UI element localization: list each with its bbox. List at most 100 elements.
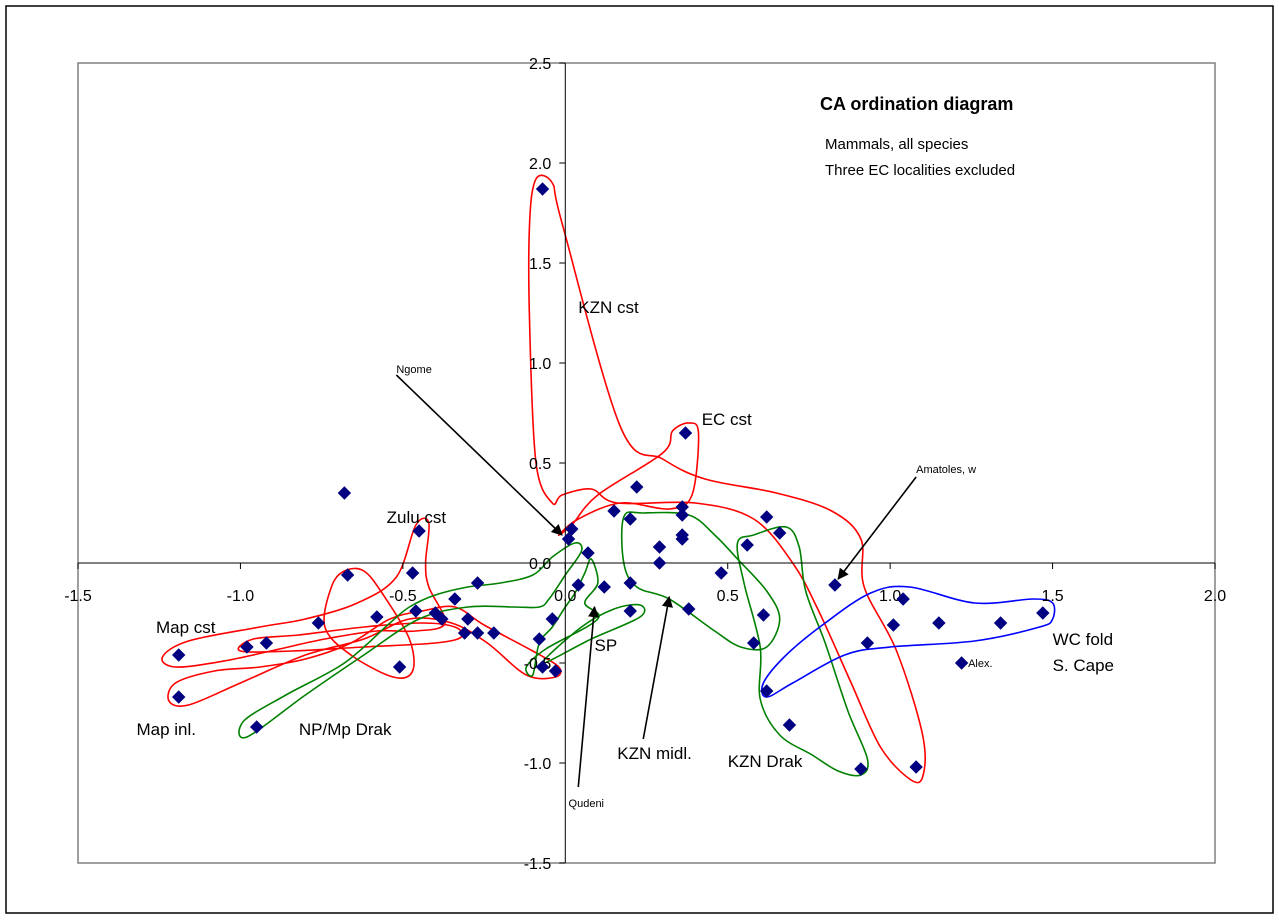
x-tick-label: -1.5 [64,588,92,605]
chart-title: CA ordination diagram [820,94,1013,114]
data-point [249,720,264,734]
data-point [428,606,443,620]
data-point [630,480,644,494]
data-point [457,626,472,640]
data-point [535,660,550,674]
data-point [714,566,728,580]
x-tick-label: -1.0 [227,588,255,605]
data-point [860,636,875,650]
data-point [405,566,420,580]
data-point [581,546,595,560]
group-hull-7 [525,558,600,677]
group-label: Zulu cst [387,508,447,527]
group-label: Map inl. [136,720,196,739]
group-label: WC fold [1053,630,1113,649]
data-point [782,718,797,732]
x-tick-label: 1.0 [879,588,901,605]
y-tick-label: 0.0 [529,556,551,573]
group-hull-11 [760,585,1056,698]
data-point [675,508,689,522]
data-point [171,690,186,704]
data-point [561,532,576,546]
data-point [597,580,611,594]
data-point [772,526,787,540]
annotation-label: Amatoles, w [916,464,976,476]
group-hull-2 [161,517,446,668]
group-hull-0 [527,174,926,784]
data-point [652,540,667,554]
data-point [409,604,423,618]
group-hull-5 [237,622,464,653]
annotation-arrow-1 [837,476,917,580]
group-label: KZN Drak [728,752,803,771]
data-point [896,592,910,606]
data-point [740,538,754,552]
data-point [932,616,946,630]
data-point [886,618,901,632]
data-point [1036,606,1050,620]
data-point [828,578,842,592]
y-tick-label: -1.0 [524,756,552,773]
data-point [675,532,689,546]
plot-area-border [77,62,1216,864]
y-tick-label: 0.5 [529,456,551,473]
x-tick-label: 2.0 [1204,588,1226,605]
data-point [993,616,1008,630]
data-point [487,626,501,640]
annotation-label: Ngome [396,364,431,376]
data-point [759,684,774,698]
x-tick-label: -0.5 [389,588,417,605]
group-hull-1 [557,422,700,536]
data-point [623,576,637,590]
y-tick-label: 2.5 [529,56,551,73]
group-hull-10 [736,525,869,777]
data-point [746,636,761,650]
y-tick-label: 2.0 [529,156,551,173]
data-point [470,626,485,640]
data-point [461,612,475,626]
data-point [909,760,923,774]
data-point [623,604,637,618]
data-point [448,592,462,606]
group-label: Map cst [156,618,216,637]
data-point [240,640,254,654]
data-point [535,182,550,196]
group-hull-4 [323,567,415,679]
axes: -1.5 -1.0 -0.5 0.0 0.5 1.0 1.5 2.0 -1.5 -1.0 -0.5 0… [64,56,1226,873]
group-label: NP/Mp Drak [299,720,392,739]
y-tick-label: -1.5 [524,856,552,873]
data-point [756,608,771,622]
data-points [171,182,1050,776]
data-point [470,576,485,590]
data-point [607,504,621,518]
group-label: SP [595,636,618,655]
x-tick-label: 0.5 [717,588,739,605]
annotation-label: Qudeni [569,798,604,810]
data-point [678,426,693,440]
data-point [545,612,559,626]
chart-subtitle-line-1: Mammals, all species [825,136,968,153]
data-point [682,602,696,616]
data-point [259,636,274,650]
y-tick-label: 1.5 [529,256,551,273]
data-point [370,610,384,624]
data-point [854,762,868,776]
y-tick-label: 1.0 [529,356,551,373]
data-point [340,568,355,582]
labels: KZN cst EC cst Zulu cst Map cst Map inl. NP/M… [136,298,1114,810]
annotation-arrow-3 [642,595,673,740]
chart-subtitle-line-2: Three EC localities excluded [825,162,1015,179]
annotation-label: Alex. [968,658,992,670]
group-hull-9 [620,511,781,651]
group-label: KZN cst [578,298,639,317]
group-hull-6 [238,542,583,739]
data-point [652,556,667,570]
data-point [532,632,547,646]
data-point [311,616,326,630]
data-point [171,648,186,662]
data-point [565,522,579,536]
data-point [548,664,563,678]
y-tick-label: -0.5 [524,656,552,673]
